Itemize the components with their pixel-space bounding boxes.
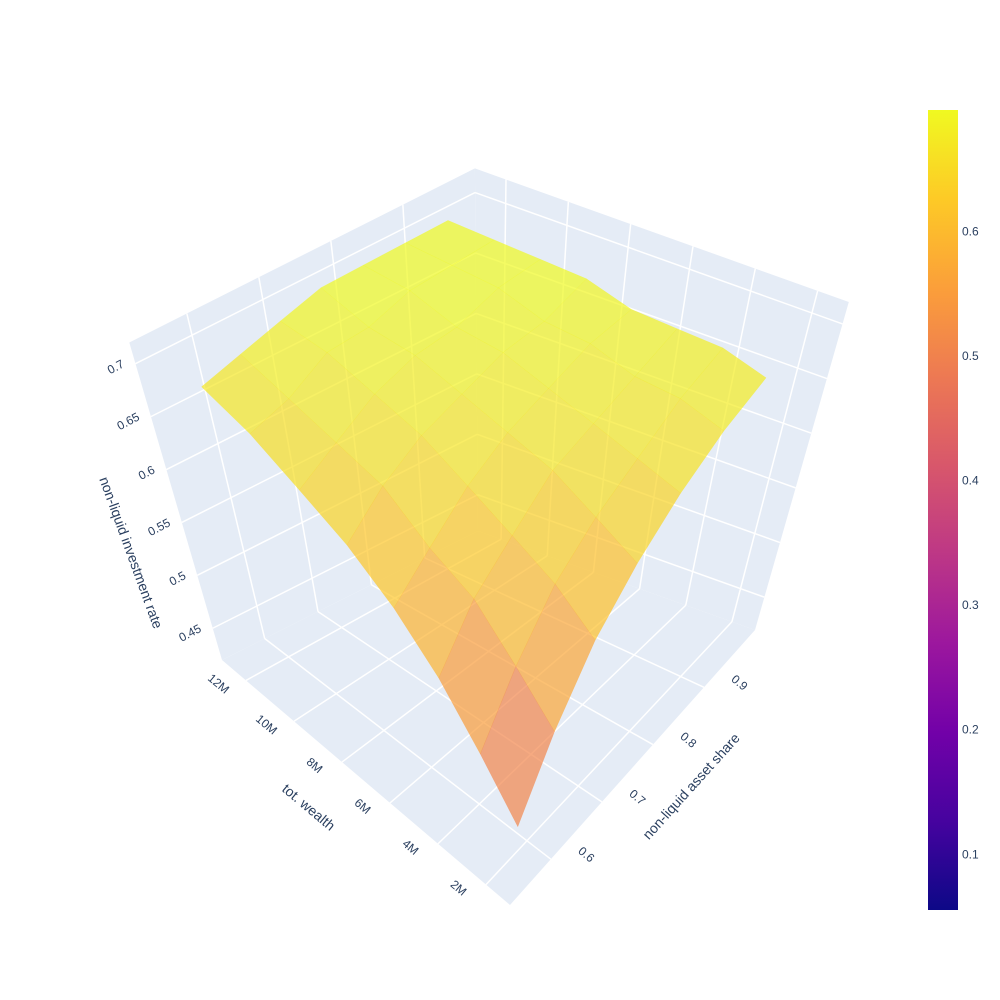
x-tick-label: 8M — [304, 755, 326, 776]
surface-cell — [326, 326, 416, 395]
surface-cell — [554, 516, 638, 641]
y-tick-label: 0.7 — [627, 787, 649, 809]
y-tick-label: 0.6 — [575, 844, 597, 866]
surface-cell — [456, 287, 545, 353]
z-tick-label: 0.65 — [115, 410, 142, 433]
grid-line — [474, 191, 843, 325]
z-axis-title: non-liquid investment rate — [96, 474, 166, 630]
colorbar-tick-label: 0.2 — [962, 723, 979, 737]
surface-cell — [502, 321, 591, 389]
y-tick-label: 0.9 — [729, 672, 751, 694]
surface-cell — [480, 665, 555, 828]
z-tick-label: 0.7 — [105, 357, 127, 377]
surface-cell — [634, 328, 724, 399]
surface-cell — [451, 239, 541, 289]
surface-cell — [409, 265, 499, 328]
colorbar-tick-label: 0.4 — [962, 474, 979, 488]
z-tick-label: 0.5 — [167, 568, 189, 588]
grid-line — [135, 191, 476, 365]
grid-line — [731, 290, 819, 622]
y-tick-label: 0.8 — [678, 729, 700, 751]
colorbar-tick-label: 0.6 — [962, 224, 979, 238]
colorbar — [928, 110, 958, 910]
x-tick-label: 2M — [448, 877, 470, 898]
surface-cell — [201, 353, 290, 435]
x-tick-label: 10M — [253, 712, 280, 738]
colorbar-tick-label: 0.1 — [962, 847, 979, 861]
grid-line — [685, 268, 757, 606]
surface-cell — [637, 398, 725, 494]
x-tick-label: 6M — [352, 796, 374, 817]
colorbar-tick-label: 0.5 — [962, 349, 979, 363]
surface — [201, 220, 767, 828]
surface-cell — [298, 442, 384, 546]
z-tick-label: 0.6 — [136, 462, 158, 482]
x-axis-title: tot. wealth — [279, 780, 338, 833]
z-tick-label: 0.55 — [146, 515, 173, 538]
x-tick-label: 12M — [205, 671, 232, 697]
surface-cell — [249, 398, 337, 491]
grid-line — [264, 637, 552, 860]
z-tick-label: 0.45 — [176, 621, 203, 644]
grid-line — [186, 313, 266, 639]
colorbar-tick-label: 0.3 — [962, 598, 979, 612]
x-tick-label: 4M — [400, 836, 422, 857]
surface-cell — [589, 309, 678, 377]
surface-cell — [320, 264, 411, 328]
